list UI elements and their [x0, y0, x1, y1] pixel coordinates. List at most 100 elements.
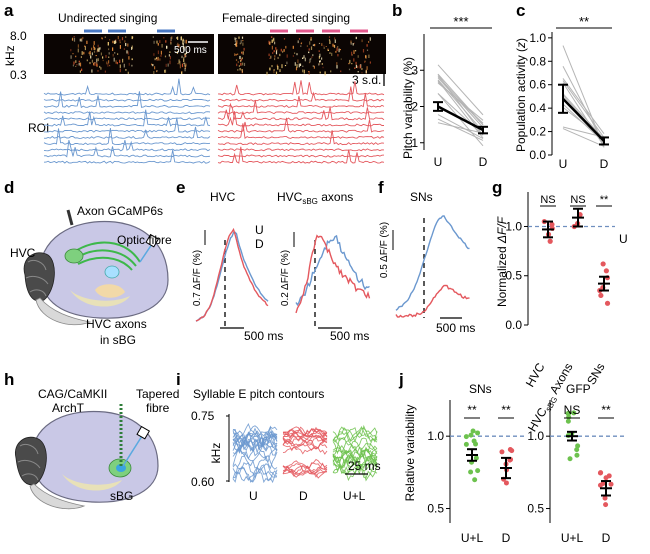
y-tick-label: 1: [411, 136, 418, 150]
spectrogram-harmonic: [299, 63, 302, 66]
roi-trace: [217, 154, 385, 158]
spectrogram-harmonic: [355, 36, 357, 40]
spectrogram-harmonic: [364, 61, 366, 63]
spectrogram-harmonic: [125, 43, 127, 47]
spectrogram-harmonic: [153, 53, 155, 56]
spectrogram-harmonic: [319, 71, 321, 74]
spectrogram-harmonic: [368, 41, 370, 43]
spectrogram-harmonic: [308, 62, 311, 64]
spectrogram-harmonic: [319, 63, 321, 65]
panel-b-label: b: [392, 1, 402, 20]
roi-trace: [44, 117, 211, 133]
spectrogram-harmonic: [81, 51, 83, 55]
spectrogram-harmonic: [235, 59, 238, 61]
spectrogram-harmonic: [235, 42, 237, 47]
roi-trace: [43, 78, 211, 96]
spectrogram-harmonic: [125, 36, 127, 38]
roi-label: ROI: [28, 121, 49, 135]
spectrogram-harmonic: [275, 71, 278, 75]
spectrogram-harmonic: [72, 37, 74, 41]
y-tick-label: 1.0: [505, 219, 522, 233]
panel-e-label: e: [176, 178, 185, 197]
x-tick-label: U+L: [461, 531, 484, 545]
paired-line: [562, 45, 605, 148]
spectrogram-harmonic: [102, 56, 104, 59]
paired-line: [437, 122, 484, 134]
spectrogram-harmonic: [339, 49, 341, 51]
data-point: [547, 238, 553, 244]
spectrogram-directed: [218, 34, 386, 76]
spectrogram-harmonic: [300, 43, 302, 45]
spectrogram-harmonic: [183, 62, 185, 65]
group-d: D: [299, 489, 308, 503]
spectrogram-harmonic: [286, 61, 288, 65]
spectrogram-harmonic: [359, 64, 361, 69]
spectrogram-harmonic: [184, 68, 186, 72]
spectrogram-harmonic: [119, 45, 121, 49]
spectrogram-harmonic: [274, 55, 276, 58]
pitch-contour: [282, 436, 328, 445]
significance-label: **: [501, 403, 511, 417]
trace-sns-u: [395, 215, 470, 311]
spectrogram-harmonic: [269, 43, 271, 45]
spectrogram-harmonic: [334, 44, 336, 48]
spectrogram-harmonic: [78, 60, 80, 63]
y-top-label: 0.75: [191, 409, 215, 423]
spectrogram-harmonic: [276, 49, 278, 51]
spectrogram-harmonic: [362, 49, 365, 53]
spectrogram-harmonic: [77, 48, 79, 53]
spectrogram-harmonic: [119, 68, 121, 73]
spectrogram-harmonic: [366, 49, 369, 51]
spectrogram-harmonic: [240, 59, 242, 62]
spectrogram-harmonic: [239, 42, 241, 45]
data-point: [475, 468, 481, 474]
spectrogram-harmonic: [364, 60, 366, 62]
paired-line: [437, 77, 484, 128]
data-point: [468, 469, 474, 475]
spectrogram-harmonic: [312, 65, 314, 67]
data-point: [574, 452, 580, 458]
spectrogram-harmonic: [292, 55, 294, 57]
significance-label: **: [579, 14, 589, 29]
spectrogram-harmonic: [240, 62, 242, 66]
spectrogram-harmonic: [177, 44, 179, 47]
spectrogram-harmonic: [88, 52, 90, 54]
spectrogram-harmonic: [336, 62, 338, 66]
spectrogram-harmonic: [328, 36, 331, 39]
spectrogram-harmonic: [182, 39, 184, 44]
spectrogram-harmonic: [109, 39, 111, 41]
pitch-contour: [232, 427, 278, 446]
spectrogram-harmonic: [109, 64, 111, 67]
pitch-contour: [282, 426, 328, 438]
pitch-contour: [282, 458, 328, 469]
roi-trace: [43, 117, 211, 121]
data-point: [565, 418, 571, 424]
khz-top: 8.0: [10, 29, 27, 43]
scale-sns: 0.5 ΔF/F (%): [379, 222, 390, 278]
roi-trace: [217, 130, 385, 146]
spectrogram-harmonic: [353, 50, 355, 54]
spectrogram-harmonic: [94, 47, 96, 50]
spectrogram-harmonic: [108, 52, 110, 55]
spectrogram-harmonic: [91, 69, 93, 73]
spectrogram-harmonic: [116, 62, 118, 65]
spectrogram-harmonic: [98, 48, 100, 52]
spectrogram-harmonic: [79, 62, 82, 67]
spectrogram-harmonic: [310, 37, 312, 40]
spectrogram-harmonic: [156, 58, 158, 61]
spectrogram-harmonic: [318, 63, 320, 66]
spectrogram-harmonic: [336, 65, 338, 69]
spectrogram-harmonic: [237, 53, 239, 55]
spectrogram-harmonic: [75, 60, 77, 63]
title-directed: Female-directed singing: [222, 11, 350, 25]
spectrogram-harmonic: [102, 59, 104, 62]
spectrogram-harmonic: [115, 60, 117, 64]
paired-line: [437, 75, 484, 126]
spectrogram-harmonic: [160, 55, 162, 57]
spectrogram-harmonic: [170, 42, 172, 45]
data-point: [603, 268, 609, 274]
spectrogram-harmonic: [131, 64, 133, 67]
spectrogram-harmonic: [156, 57, 158, 59]
spectrogram-harmonic: [239, 68, 241, 71]
bird-brain-illustration-h: [14, 402, 159, 510]
